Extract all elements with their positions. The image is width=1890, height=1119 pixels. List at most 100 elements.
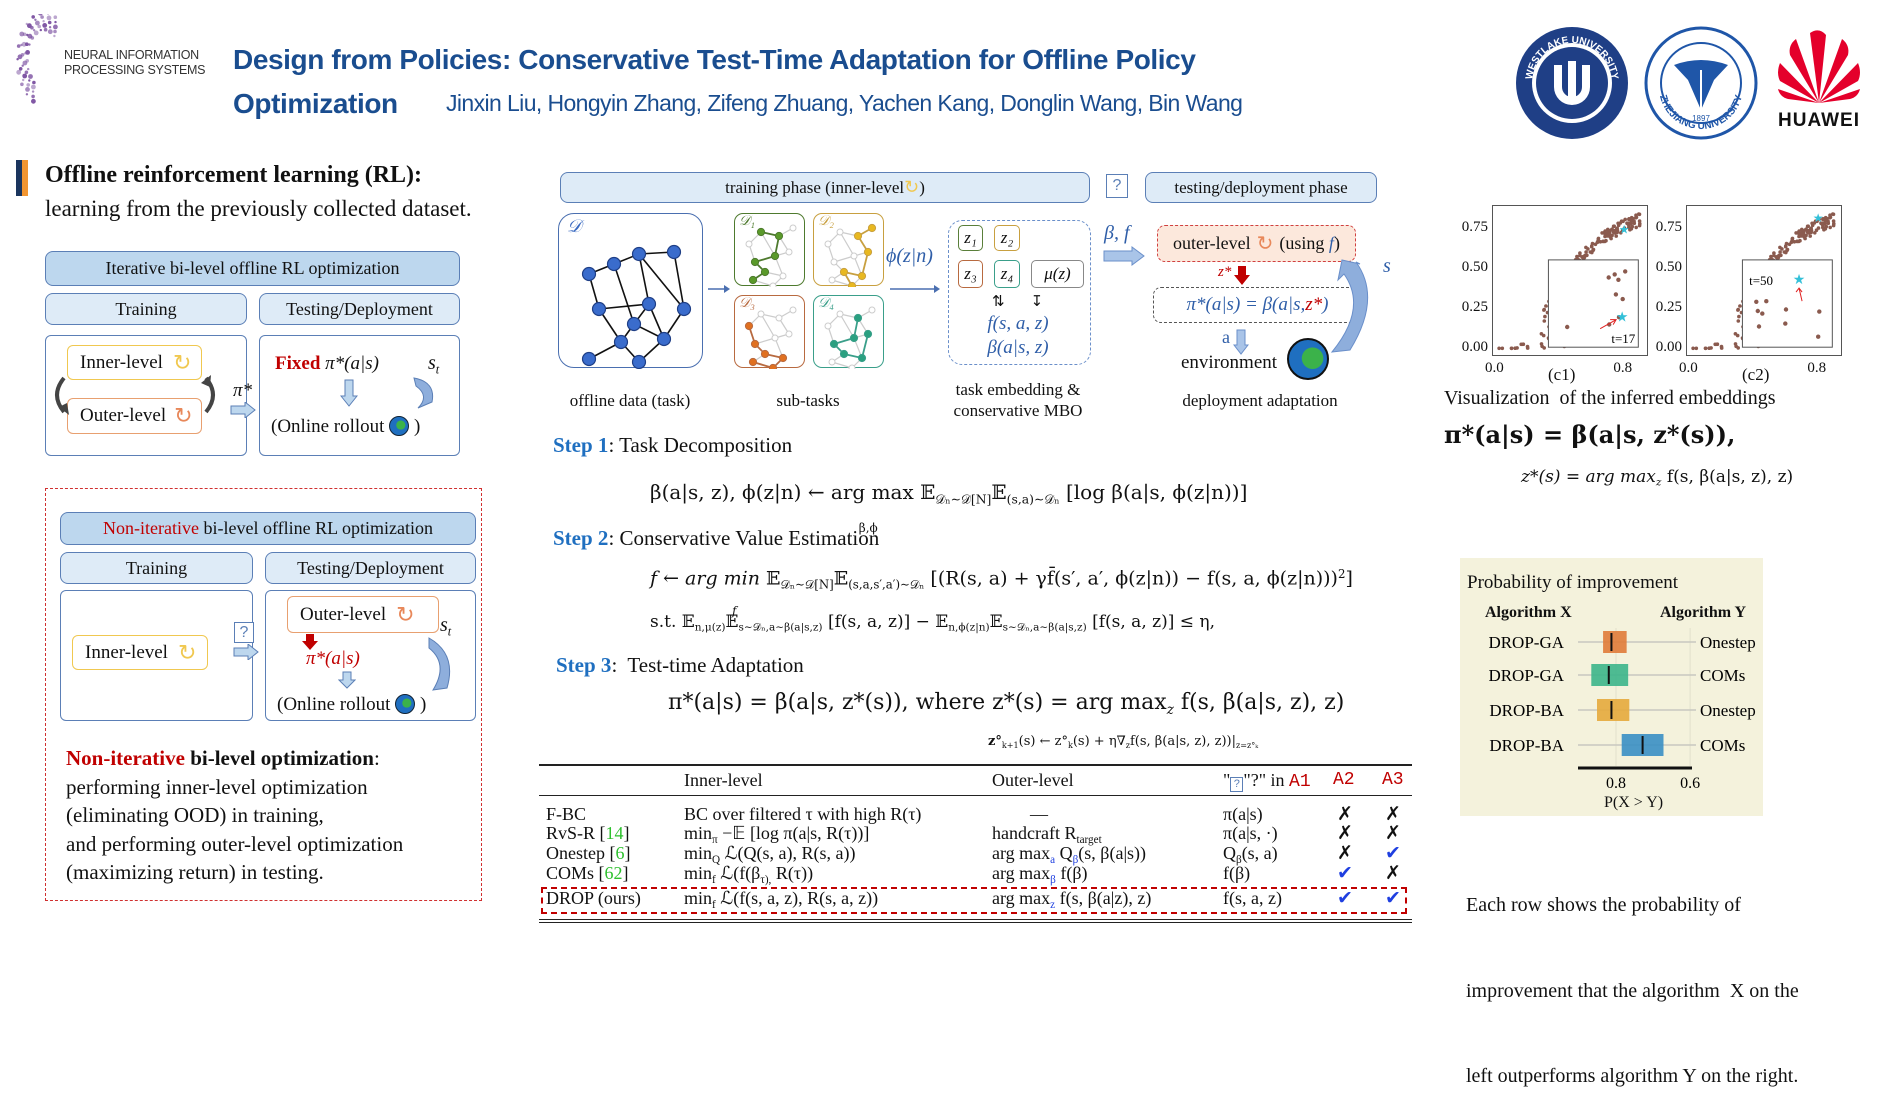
logo-dot — [16, 44, 21, 48]
scatter-point — [1632, 221, 1637, 226]
f2b-e2-sub: s∼𝒟ₙ,a∼β(a|s,z) — [738, 621, 823, 634]
task-embedding-box — [948, 220, 1091, 365]
x-tick-label: 0.8 — [1807, 360, 1827, 376]
caption-sub-tasks: sub-tasks — [776, 391, 840, 410]
swap-icon: ⇅ — [992, 294, 1005, 310]
scatter-point — [1584, 245, 1588, 250]
logo-dot — [26, 83, 30, 87]
logo-dot — [25, 50, 30, 55]
scatter-point — [1790, 236, 1795, 241]
graph-edge — [598, 303, 650, 310]
logo-dot — [39, 28, 42, 32]
graph-edge — [673, 251, 685, 310]
time-annotation: t=17 — [1611, 331, 1635, 346]
step-num: Step 3 — [556, 653, 612, 677]
table-bottom-rule-2 — [539, 922, 1412, 923]
down-arrow-icon — [340, 379, 358, 407]
citation-link[interactable]: 6 — [615, 843, 625, 863]
iterative-outer-level: Outer-level ↻ — [67, 398, 202, 434]
f3-text: π*(a|s) = β(a|s, z*(s)), where z*(s) = a… — [668, 690, 1167, 715]
inset-point — [1623, 269, 1628, 274]
eq2-sub: z — [1655, 476, 1662, 489]
graph-node — [824, 322, 832, 330]
down-arrow-icon — [1233, 329, 1249, 355]
logo-dot — [17, 54, 23, 60]
inner-level-cell: minf ℒ(f(βτ), R(τ)) — [684, 863, 814, 886]
huawei-wordmark: HUAWEI — [1778, 110, 1860, 131]
scatter-point — [1703, 346, 1708, 351]
step-title: : Test-time Adaptation — [611, 653, 804, 677]
algorithm-x-label: DROP-GA — [1488, 633, 1564, 652]
f1-under: β,ϕ — [858, 521, 878, 535]
huawei-logo: HUAWEI — [1766, 25, 1872, 131]
scatter-point — [1593, 242, 1598, 247]
westlake-logo: WESTLAKE UNIVERSITY — [1516, 27, 1628, 139]
caption-conservative-mbo: conservative MBO — [953, 401, 1083, 420]
f1-e1: 𝔼 — [913, 480, 936, 504]
col-a1-label: A1 — [1289, 772, 1311, 792]
graph-edge — [613, 263, 635, 325]
logo-dot — [53, 15, 58, 19]
scatter-point — [1822, 227, 1826, 232]
method-name: DROP (ours) — [546, 888, 641, 908]
f3b-sub2: k — [1067, 740, 1073, 750]
f2-under: f — [731, 604, 737, 619]
y-tick-label: 0.75 — [1461, 218, 1488, 235]
scatter-point — [1637, 219, 1642, 223]
scatter-point — [1634, 215, 1638, 220]
neurips-logo: NEURAL INFORMATION PROCESSING SYSTEMS — [14, 14, 229, 104]
z-star-equation: z*(s) = arg maxz f(s, β(a|s, z), z) — [1521, 467, 1793, 489]
check-icon: ✔ — [1385, 843, 1401, 864]
y-tick-label: 0.25 — [1461, 299, 1488, 316]
check-icon: ✔ — [1385, 888, 1401, 909]
scatter-point — [1824, 224, 1829, 229]
intro-heading: Offline reinforcement learning (RL): — [45, 162, 423, 188]
citation-link[interactable]: 14 — [605, 823, 624, 843]
logo-dot — [22, 78, 25, 82]
graph-node — [857, 271, 867, 281]
sub-task-label: 𝒟₃ — [739, 296, 756, 311]
logo-dot — [35, 20, 40, 26]
graph-node — [853, 313, 863, 323]
noniterative-outer-level: Outer-level ↻ — [287, 596, 439, 633]
graph-node — [789, 224, 797, 232]
scatter-point — [1615, 226, 1619, 230]
f3b-mid: (s) ← z° — [1018, 734, 1068, 749]
scatter-point — [1795, 239, 1800, 244]
x-tick-label: 0.8 — [1606, 775, 1626, 792]
a1-cell: Qβ(s, a) — [1223, 843, 1278, 866]
formula-constraint: s.t. 𝔼n,μ(z)𝔼s∼𝒟ₙ,a∼β(a|s,z) [f(s, a, z)… — [650, 612, 1215, 635]
section-marker-accent — [22, 160, 28, 196]
graph-node — [867, 223, 877, 233]
inset-point — [1817, 309, 1822, 314]
question-icon: ? — [1230, 776, 1244, 792]
graph-node — [839, 267, 849, 277]
graph-node — [778, 353, 788, 363]
f1-e2: 𝔼 — [991, 480, 1007, 504]
cycle-icon: ↻ — [396, 601, 415, 627]
scatter-point — [1630, 217, 1634, 221]
formula-test-time-adaptation: π*(a|s) = β(a|s, z*(s)), where z*(s) = a… — [668, 690, 1344, 718]
feedback-arrow-icon — [413, 377, 434, 409]
scatter-point — [1542, 319, 1547, 323]
citation-link[interactable]: 62 — [604, 863, 623, 883]
star-marker: ★ — [1813, 211, 1824, 225]
caption-line: Each row shows the probability of — [1466, 894, 1741, 916]
graph-node — [613, 334, 629, 350]
scatter-point — [1809, 226, 1813, 230]
scatter-point — [1806, 224, 1810, 228]
f2-e2: 𝔼 — [833, 567, 849, 590]
x-axis-label: P(X > Y) — [1604, 794, 1664, 811]
x-tick-label: 0.0 — [1484, 360, 1504, 376]
scatter-point — [1612, 224, 1616, 228]
graph-node — [828, 276, 836, 284]
algorithm-y-label: Onestep — [1700, 633, 1756, 652]
caption-deployment-adaptation: deployment adaptation — [1182, 391, 1338, 410]
f3b-sub3: z — [1125, 740, 1130, 750]
state-s: s — [440, 614, 448, 636]
zoom-inset — [1547, 259, 1639, 348]
cross-icon: ✗ — [1385, 804, 1401, 825]
algorithm-y-label: COMs — [1700, 666, 1745, 685]
right-arrow-icon — [233, 644, 259, 660]
sub-task-box: 𝒟₄ — [813, 295, 884, 372]
